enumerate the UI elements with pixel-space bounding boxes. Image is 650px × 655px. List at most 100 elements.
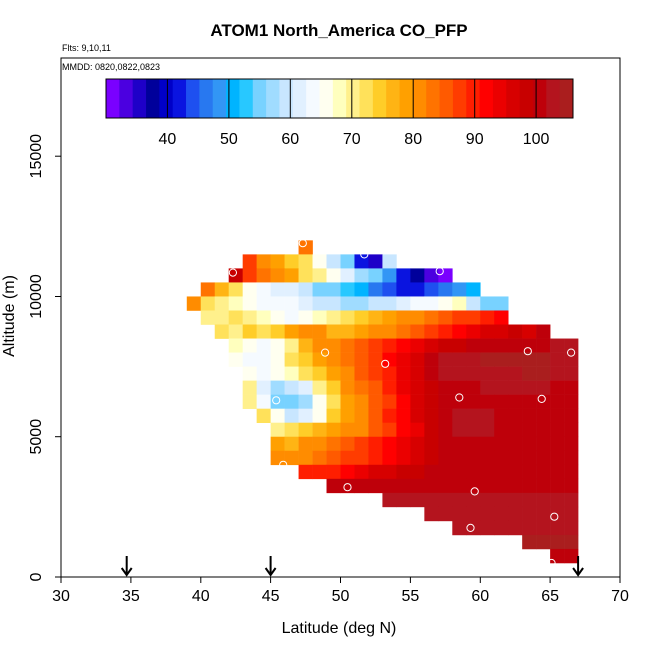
heatmap-cell — [564, 366, 579, 381]
heatmap-cell — [438, 436, 453, 452]
heatmap-cell — [410, 450, 425, 466]
heatmap-cell — [466, 380, 481, 395]
heatmap-cell — [326, 268, 341, 283]
heatmap-cell — [354, 338, 369, 353]
heatmap-cell — [354, 352, 369, 367]
heatmap-cell — [494, 492, 509, 508]
heatmap-cell — [466, 520, 481, 536]
heatmap-cell — [564, 338, 579, 353]
heatmap-cell — [340, 310, 355, 325]
heatmap-cell — [480, 366, 495, 381]
heatmap-cell — [368, 464, 383, 480]
heatmap-cell — [424, 450, 439, 466]
colorbar-swatch — [479, 79, 494, 118]
heatmap-cell — [494, 296, 509, 311]
heatmap-cell — [298, 366, 313, 381]
heatmap-cell — [312, 338, 327, 353]
heatmap-cell — [228, 324, 243, 339]
colorbar-swatch — [186, 79, 200, 118]
heatmap-cell — [312, 408, 327, 424]
heatmap-cell — [410, 324, 425, 339]
heatmap-cell — [396, 464, 411, 480]
heatmap-cell — [424, 408, 439, 424]
heatmap-cell — [396, 478, 411, 494]
heatmap-cell — [508, 506, 523, 522]
heatmap-cell — [298, 380, 313, 395]
heatmap-cell — [410, 436, 425, 452]
heatmap-cell — [340, 352, 355, 367]
heatmap-cell — [368, 422, 383, 438]
heatmap-cell — [284, 394, 299, 409]
heatmap-cell — [424, 464, 439, 480]
heatmap-cell — [270, 422, 285, 438]
heatmap-cell — [228, 282, 243, 297]
heatmap-cell — [536, 534, 551, 550]
heatmap-cell — [242, 268, 257, 283]
heatmap-cell — [466, 324, 481, 339]
heatmap-cell — [536, 338, 551, 353]
heatmap-cell — [298, 282, 313, 297]
heatmap-cell — [536, 366, 551, 381]
heatmap-cell — [368, 478, 383, 494]
heatmap-cell — [550, 366, 565, 381]
heatmap-cell — [200, 296, 216, 311]
heatmap-cell — [438, 282, 453, 297]
heatmap-cell — [312, 254, 327, 269]
heatmap-cell — [522, 534, 537, 550]
heatmap-cell — [508, 352, 523, 367]
colorbar-swatch — [292, 79, 307, 118]
heatmap-cell — [284, 310, 299, 325]
heatmap-cell — [298, 268, 313, 283]
heatmap-cell — [522, 450, 537, 466]
colorbar-swatch — [306, 79, 320, 118]
heatmap-cell — [424, 478, 439, 494]
colorbar-swatch — [506, 79, 521, 118]
colorbar-swatch — [239, 79, 254, 118]
sample-point — [567, 348, 576, 357]
heatmap-cell — [480, 436, 495, 452]
heatmap-cell — [312, 394, 327, 409]
colorbar-swatch — [279, 79, 294, 118]
x-tick-label: 55 — [402, 588, 420, 605]
heatmap-cell — [242, 310, 257, 325]
heatmap-cell — [536, 380, 551, 395]
heatmap-cell — [396, 380, 411, 395]
heatmap-cell — [312, 422, 327, 438]
heatmap-cell — [494, 506, 509, 522]
heatmap-cell — [298, 296, 313, 311]
heatmap-cell — [466, 394, 481, 409]
heatmap-cell — [494, 464, 509, 480]
heatmap-cell — [550, 338, 565, 353]
heatmap-cell — [298, 310, 313, 325]
heatmap-cell — [452, 366, 467, 381]
colorbar-swatch — [466, 79, 480, 118]
heatmap-cell — [452, 520, 467, 536]
heatmap-cell — [452, 380, 467, 395]
sample-point — [537, 394, 546, 403]
heatmap-cell — [382, 268, 397, 283]
heatmap-cell — [214, 296, 229, 311]
heatmap-cell — [494, 436, 509, 452]
heatmap-cell — [522, 436, 537, 452]
heatmap-cell — [424, 296, 439, 311]
heatmap-cell — [214, 324, 229, 339]
heatmap-cell — [186, 296, 202, 311]
heatmap-cell — [340, 464, 355, 480]
heatmap-cell — [340, 380, 355, 395]
heatmap-cell — [564, 422, 579, 438]
heatmap-cell — [550, 436, 565, 452]
heatmap-cell — [438, 366, 453, 381]
heatmap-cell — [410, 408, 425, 424]
sample-point — [523, 347, 532, 356]
colorbar-swatch — [359, 79, 374, 118]
heatmap-cell — [298, 394, 313, 409]
heatmap-cell — [410, 464, 425, 480]
x-axis: 30 35 40 45 50 55 60 65 70 — [52, 577, 629, 605]
heatmap-cell — [452, 282, 467, 297]
heatmap-cell — [284, 422, 299, 438]
heatmap-cell — [396, 282, 411, 297]
x-tick-label: 35 — [122, 588, 140, 605]
heatmap-cell — [326, 366, 341, 381]
heatmap-cell — [438, 352, 453, 367]
colorbar-border — [105, 78, 574, 119]
